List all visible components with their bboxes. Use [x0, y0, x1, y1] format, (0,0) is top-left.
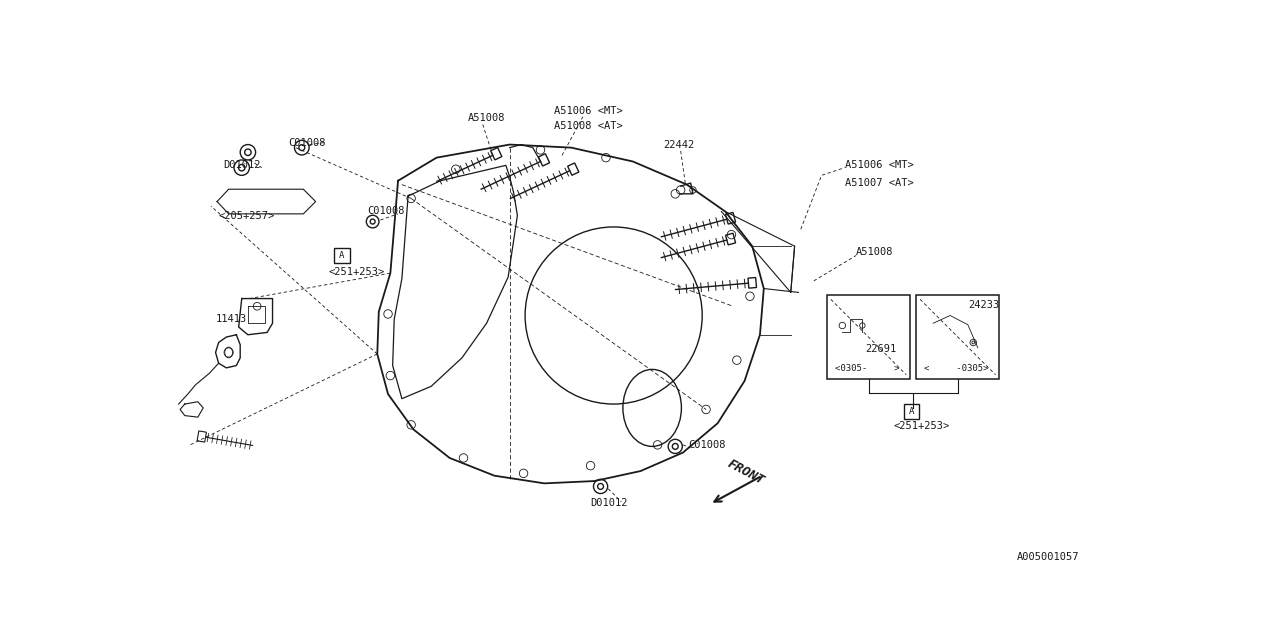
Text: C01008: C01008 [367, 206, 404, 216]
Text: A51007 <AT>: A51007 <AT> [845, 178, 914, 188]
Text: FRONT: FRONT [726, 458, 767, 488]
Bar [904, 404, 919, 419]
Text: D01012: D01012 [590, 499, 628, 508]
Text: A: A [339, 251, 344, 260]
Text: C01008: C01008 [689, 440, 726, 450]
Text: A51008 <AT>: A51008 <AT> [554, 121, 623, 131]
Text: <205+257>: <205+257> [219, 211, 275, 221]
Text: C01008: C01008 [288, 138, 325, 148]
Text: 22691: 22691 [865, 344, 897, 355]
Bar [827, 296, 910, 379]
Text: A005001057: A005001057 [1018, 552, 1079, 563]
Text: A51008: A51008 [467, 113, 504, 124]
Bar [334, 248, 349, 263]
Text: <251+253>: <251+253> [893, 422, 950, 431]
Text: A51006 <MT>: A51006 <MT> [845, 159, 914, 170]
Text: <251+253>: <251+253> [329, 268, 385, 278]
Text: A: A [909, 407, 914, 416]
Text: D01012: D01012 [223, 159, 261, 170]
Text: A51006 <MT>: A51006 <MT> [554, 106, 623, 116]
Text: 22442: 22442 [664, 140, 695, 150]
Text: <     -0305>: < -0305> [924, 364, 988, 373]
Text: 11413: 11413 [215, 314, 247, 324]
Text: A51008: A51008 [856, 248, 893, 257]
Bar [916, 296, 1000, 379]
Text: <0305-     >: <0305- > [835, 364, 899, 373]
Text: 24233: 24233 [968, 300, 1000, 310]
